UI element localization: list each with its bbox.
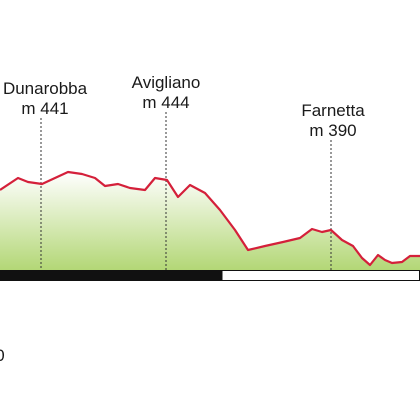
terrain-line (0, 170, 420, 267)
place-markers (40, 112, 332, 270)
place-name: Farnetta (301, 101, 365, 120)
place-altitude: m 441 (21, 99, 68, 118)
scale-bar-dark (0, 270, 222, 281)
terrain-fill (0, 172, 420, 270)
place-altitude: m 444 (142, 93, 189, 112)
scale-bar-light (221, 270, 420, 281)
scale-label: 0 (0, 346, 5, 365)
place-name: Avigliano (132, 73, 201, 92)
place-name: Dunarobba (3, 79, 88, 98)
place-altitude: m 390 (309, 121, 356, 140)
